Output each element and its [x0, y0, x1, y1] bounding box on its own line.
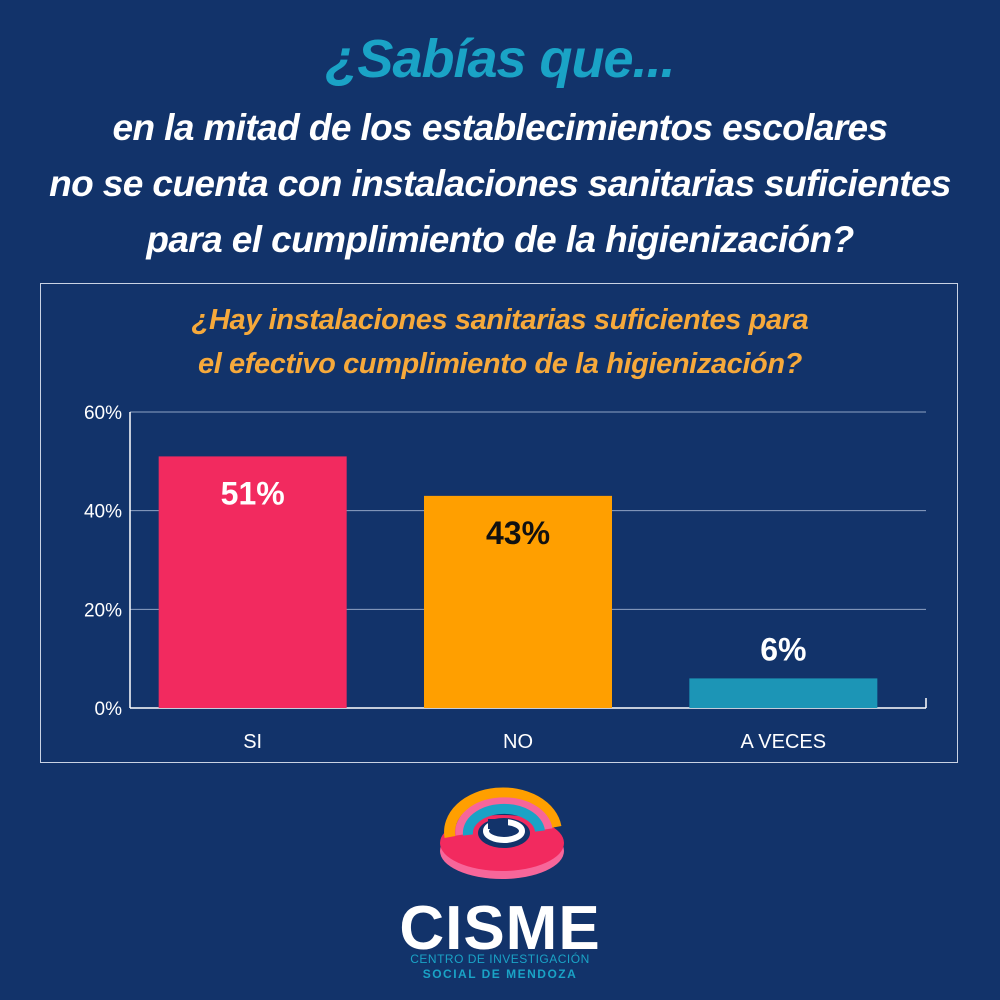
y-tick-label: 60%: [84, 403, 122, 424]
data-label: 43%: [486, 515, 550, 551]
x-tick-label: A VECES: [741, 731, 827, 753]
y-tick-label: 0%: [95, 699, 123, 720]
bar-si: [158, 456, 347, 708]
chart-panel: [40, 283, 958, 763]
brand-tagline-1: CENTRO DE INVESTIGACIÓN: [410, 952, 590, 966]
brand-tagline-2: SOCIAL DE MENDOZA: [422, 967, 578, 981]
bar-no: [424, 495, 612, 708]
data-label: 51%: [221, 475, 285, 511]
x-tick-label: NO: [503, 731, 533, 753]
kicker-title: ¿Sabías que...: [325, 29, 675, 89]
headline-line-1: en la mitad de los establecimientos esco…: [112, 107, 888, 148]
chart-title: ¿Hay instalaciones sanitarias suficiente…: [0, 298, 1000, 386]
headline-line-3: para el cumplimiento de la higienización…: [146, 219, 854, 260]
headline: en la mitad de los establecimientos esco…: [0, 100, 1000, 268]
cisme-logo-icon: [430, 785, 580, 895]
chart-title-line-1: ¿Hay instalaciones sanitarias suficiente…: [191, 304, 809, 336]
headline-line-2: no se cuenta con instalaciones sanitaria…: [49, 163, 951, 204]
y-tick-label: 20%: [84, 600, 122, 621]
x-tick-label: SI: [243, 731, 262, 753]
data-label: 6%: [760, 631, 806, 667]
brand-name: CISME: [399, 894, 601, 963]
bar-a-veces: [689, 678, 878, 708]
y-tick-label: 40%: [84, 502, 122, 523]
chart-title-line-2: el efectivo cumplimiento de la higieniza…: [197, 348, 802, 380]
